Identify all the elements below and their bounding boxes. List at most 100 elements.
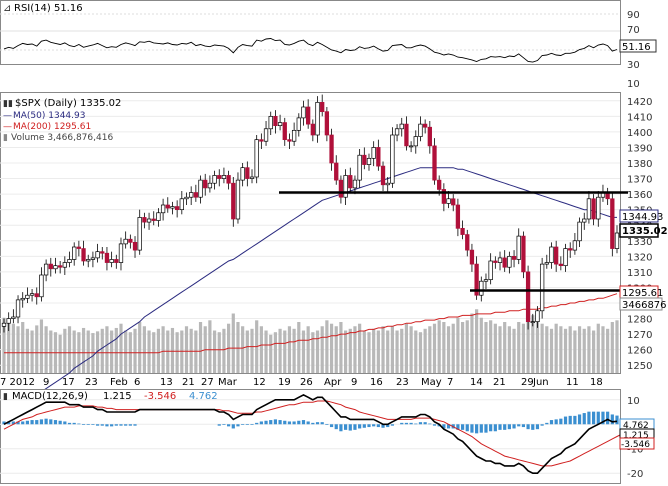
volume-bar <box>615 320 619 373</box>
macd-histogram-bar <box>95 424 100 426</box>
candle <box>418 116 423 142</box>
macd-signal-line <box>3 400 627 467</box>
macd-histogram-bar <box>493 424 497 432</box>
volume-bar <box>100 328 104 373</box>
macd-histogram-bar <box>325 424 329 425</box>
candle <box>39 267 44 302</box>
volume-bar <box>535 320 540 373</box>
candle <box>310 119 315 142</box>
candle <box>217 169 222 187</box>
macd-legend: ▮ MACD(12,26,9) 1.215 -3.546 4.762 <box>3 391 218 402</box>
price-tick: 1360 <box>627 190 652 201</box>
candle <box>151 211 156 226</box>
macd-histogram-bar <box>44 418 48 425</box>
candle <box>170 201 175 215</box>
volume-bar <box>592 330 596 373</box>
candle <box>48 257 53 277</box>
price-legend: ▮▮ $SPX (Daily) 1335.02 — MA(50) 1344.93… <box>3 98 121 143</box>
candle <box>226 170 231 190</box>
macd-histogram-bar <box>81 424 86 425</box>
volume-bar <box>320 326 324 373</box>
rsi-panel: ⊿ RSI(14) 51.16 90 70 50 30 10 51.16 <box>0 0 657 90</box>
candle <box>334 155 339 185</box>
candle <box>203 173 208 196</box>
candle <box>488 253 493 285</box>
macd-histogram-bar <box>241 424 245 425</box>
price-tick: 1260 <box>627 346 652 357</box>
macd-legend-icon: ▮ <box>3 392 8 402</box>
candle <box>277 114 283 131</box>
macd-histogram-bar <box>353 424 357 430</box>
macd-histogram-bar <box>400 422 404 425</box>
svg-text:4.762: 4.762 <box>623 421 649 431</box>
candle <box>20 292 25 308</box>
macd-histogram-bar <box>498 424 502 430</box>
macd-histogram-bar <box>297 420 301 425</box>
volume-bar <box>587 326 591 373</box>
macd-histogram-bar <box>526 424 530 430</box>
candle <box>376 139 381 171</box>
macd-histogram-bar <box>16 421 20 425</box>
volume-bar <box>39 319 44 373</box>
volume-bar <box>601 326 605 373</box>
macd-histogram-bar <box>217 424 221 426</box>
candle <box>118 237 124 271</box>
price-tick: 1320 <box>627 252 652 263</box>
macd-histogram-bar <box>25 420 29 425</box>
rsi-legend: RSI(14) 51.16 <box>14 3 83 14</box>
candle <box>81 240 86 266</box>
macd-histogram-bar <box>428 423 432 425</box>
candle <box>132 236 138 258</box>
volume-bar <box>156 328 161 373</box>
candle <box>530 313 535 327</box>
candle <box>53 257 58 274</box>
volume-bar <box>311 332 315 373</box>
candle <box>179 191 184 215</box>
macd-histogram-bar <box>306 421 310 425</box>
ma50-badge: 1344.93 <box>619 209 663 223</box>
volume-bar <box>170 327 175 373</box>
candle <box>535 306 540 328</box>
macd-histogram-bar <box>39 419 44 425</box>
macd-histogram-bar <box>521 424 526 428</box>
macd-histogram-bar <box>7 421 11 425</box>
volume-bar <box>343 330 348 373</box>
candle <box>394 124 400 142</box>
volume-bar <box>545 326 549 373</box>
candle <box>273 110 278 134</box>
macd-histogram-bar <box>2 421 6 425</box>
volume-bar <box>231 313 235 373</box>
macd-histogram-bar <box>418 422 423 425</box>
candle <box>441 183 447 212</box>
volume-bar <box>437 320 441 373</box>
volume-bar <box>2 317 6 373</box>
svg-text:1295.61: 1295.61 <box>622 288 663 299</box>
candle <box>483 273 489 289</box>
volume-bar <box>386 330 390 373</box>
candle <box>137 209 142 255</box>
volume-bar <box>133 328 137 373</box>
volume-bar <box>348 328 352 373</box>
price-tick: 1280 <box>627 315 652 326</box>
volume-bar <box>278 328 282 373</box>
volume-badge: 3466876 <box>619 297 667 311</box>
macd-histogram-bar <box>592 411 596 425</box>
candle <box>469 243 475 272</box>
rsi-tick: 10 <box>627 79 640 90</box>
volume-bar <box>610 322 614 373</box>
candle <box>432 138 437 185</box>
volume-bar <box>451 323 455 373</box>
candle <box>76 240 82 257</box>
x-tick: 9 <box>43 377 49 388</box>
price-legend-icon: ▮▮ <box>3 99 13 109</box>
candle <box>268 111 273 135</box>
candle <box>259 133 264 149</box>
candle <box>58 261 63 274</box>
volume-bar <box>86 330 90 373</box>
candle <box>128 234 133 249</box>
macd-histogram-bar <box>124 424 128 426</box>
volume-bar <box>63 328 67 373</box>
candle <box>25 287 30 303</box>
candle <box>455 198 461 237</box>
volume-bar <box>418 332 423 373</box>
